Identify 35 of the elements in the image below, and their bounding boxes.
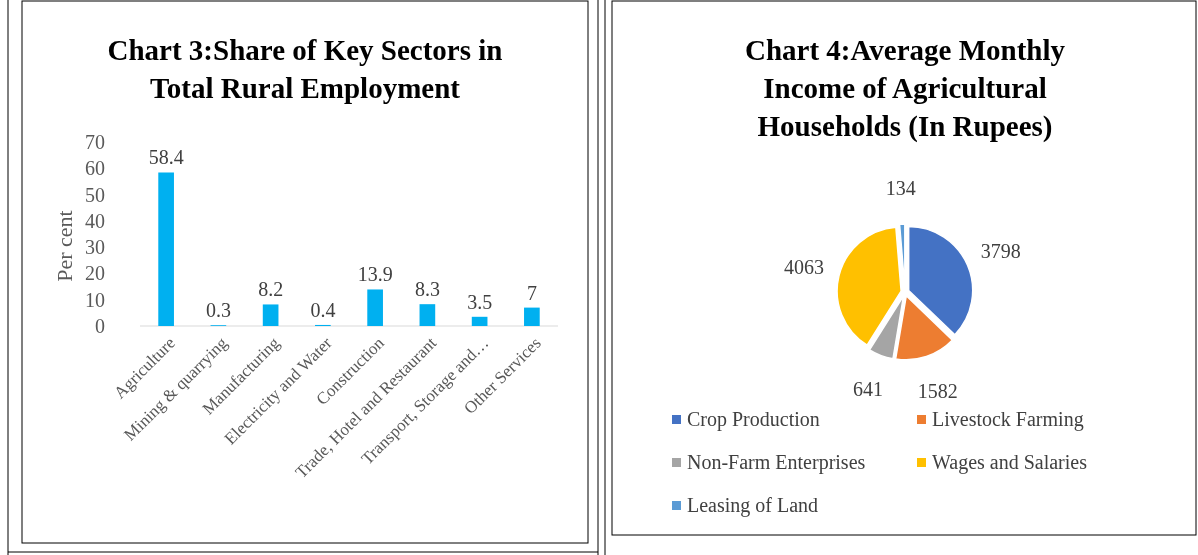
y-tick-label: 10 — [85, 288, 105, 311]
y-axis-title: Per cent — [52, 210, 77, 282]
y-tick-label: 60 — [85, 157, 105, 180]
data-label: 134 — [885, 177, 916, 200]
y-tick-label: 30 — [85, 236, 105, 259]
bar — [158, 172, 174, 326]
data-label: 0.3 — [205, 299, 231, 322]
data-label: 0.4 — [310, 298, 336, 321]
chart-title: Chart 4:Average Monthly Income of Agricultural Households (In Rupees) — [744, 34, 1066, 143]
data-label: 13.9 — [357, 263, 393, 286]
y-tick-label: 20 — [85, 262, 105, 285]
data-label: 641 — [853, 378, 883, 401]
data-label: 4063 — [783, 256, 824, 279]
y-tick-label: 50 — [85, 183, 105, 206]
bar — [524, 307, 540, 326]
data-label: 8.2 — [258, 278, 284, 301]
chart-title: Chart 3:Share of Key Sectors in Total Rural Employment — [107, 34, 503, 104]
legend-label: Wages and Salaries — [932, 451, 1088, 474]
legend-label: Leasing of Land — [687, 494, 819, 517]
data-label: 58.4 — [148, 146, 184, 169]
y-tick-label: 70 — [85, 131, 105, 153]
y-tick-label: 0 — [95, 315, 105, 337]
data-label: 1582 — [917, 379, 958, 402]
bar — [367, 289, 383, 326]
legend-label: Livestock Farming — [932, 408, 1084, 431]
data-label: 3798 — [980, 240, 1021, 263]
bar — [262, 304, 279, 326]
legend-label: Crop Production — [687, 408, 820, 431]
data-label: 7 — [526, 281, 537, 304]
bar — [471, 316, 488, 326]
data-label: 3.5 — [467, 290, 493, 313]
bar — [419, 304, 436, 326]
data-label: 8.3 — [414, 278, 440, 301]
y-tick-label: 40 — [85, 209, 105, 232]
legend-label: Non-Farm Enterprises — [687, 451, 866, 474]
